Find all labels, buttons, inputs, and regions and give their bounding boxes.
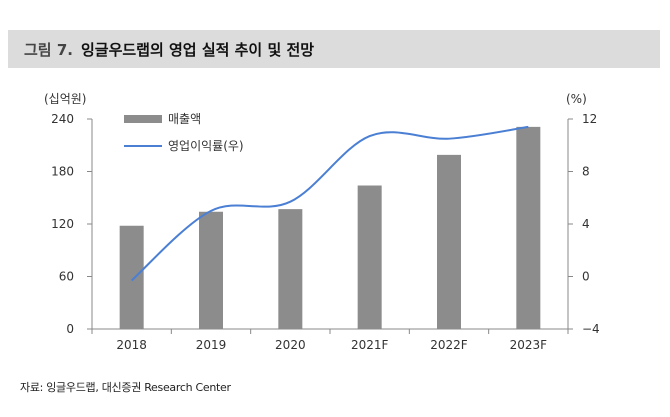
revenue-bar (357, 185, 382, 329)
revenue-bar (199, 211, 223, 329)
revenue-bar (437, 154, 461, 329)
legend-revenue-label: 매출액 (168, 112, 201, 126)
revenue-bar (119, 225, 144, 329)
left-tick-label: 240 (51, 112, 74, 126)
right-axis-label: (%) (566, 92, 587, 106)
right-tick-label: 12 (582, 112, 597, 126)
x-tick-label: 2023F (510, 338, 548, 352)
x-tick-label: 2020 (275, 338, 306, 352)
left-tick-label: 180 (51, 165, 74, 179)
right-tick-label: 4 (582, 217, 590, 231)
right-tick-label: −4 (582, 322, 600, 336)
left-tick-label: 0 (66, 322, 74, 336)
left-tick-label: 60 (59, 270, 74, 284)
left-axis-label: (십억원) (44, 92, 86, 106)
x-tick-label: 2018 (116, 338, 147, 352)
figure-title-bar: 그림 7. 잉글우드랩의 영업 실적 추이 및 전망 (8, 30, 660, 68)
legend-revenue-swatch (124, 115, 162, 123)
revenue-bar (278, 209, 303, 329)
revenue-bar (516, 126, 541, 329)
right-tick-label: 8 (582, 165, 590, 179)
right-tick-label: 0 (582, 270, 590, 284)
figure-title: 잉글우드랩의 영업 실적 추이 및 전망 (80, 40, 315, 59)
figure-number: 그림 7. (24, 40, 73, 59)
x-tick-label: 2021F (351, 338, 389, 352)
left-tick-label: 120 (51, 217, 74, 231)
x-tick-label: 2022F (430, 338, 468, 352)
source-note: 자료: 잉글우드랩, 대신증권 Research Center (20, 381, 231, 394)
operating-margin-line (131, 125, 529, 282)
x-tick-label: 2019 (196, 338, 227, 352)
legend-margin-label: 영업이익률(우) (168, 139, 244, 153)
